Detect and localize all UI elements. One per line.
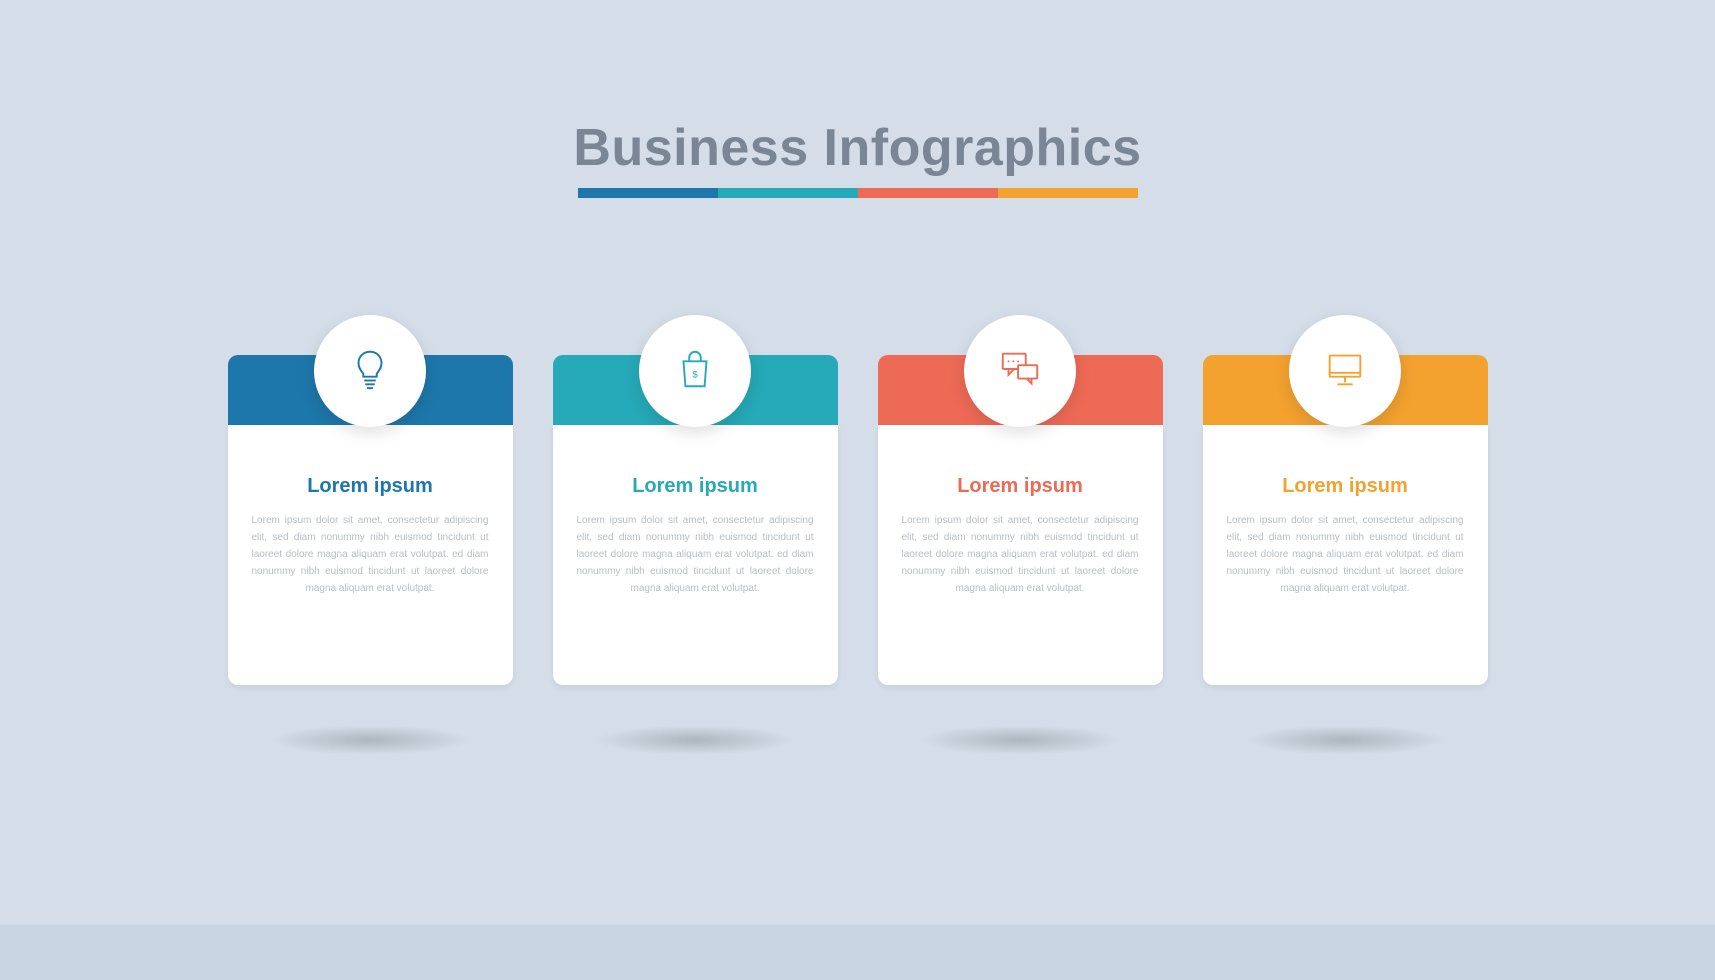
card-1-shadow	[270, 725, 470, 755]
underline-seg-1	[578, 188, 718, 198]
monitor-icon	[1322, 346, 1368, 397]
card-3-body: Lorem ipsum Lorem ipsum dolor sit amet, …	[878, 425, 1163, 685]
card-4-desc: Lorem ipsum dolor sit amet, consectetur …	[1227, 512, 1464, 597]
card-2-title: Lorem ipsum	[577, 475, 814, 498]
title-underline	[578, 188, 1138, 198]
shopping-bag-icon: $	[672, 346, 718, 397]
card-3: Lorem ipsum Lorem ipsum dolor sit amet, …	[878, 355, 1163, 685]
page-title: Business Infographics	[0, 118, 1715, 178]
card-2: $ Lorem ipsum Lorem ipsum dolor sit amet…	[553, 355, 838, 685]
card-4-body: Lorem ipsum Lorem ipsum dolor sit amet, …	[1203, 425, 1488, 685]
card-4: Lorem ipsum Lorem ipsum dolor sit amet, …	[1203, 355, 1488, 685]
footer-strip	[0, 925, 1715, 980]
underline-seg-3	[858, 188, 998, 198]
card-2-shadow	[595, 725, 795, 755]
card-1-icon-circle	[314, 315, 426, 427]
card-4-shadow	[1245, 725, 1445, 755]
card-1: Lorem ipsum Lorem ipsum dolor sit amet, …	[228, 355, 513, 685]
card-1-title: Lorem ipsum	[252, 475, 489, 498]
title-block: Business Infographics	[0, 118, 1715, 198]
underline-seg-2	[718, 188, 858, 198]
lightbulb-icon	[347, 346, 393, 397]
card-3-desc: Lorem ipsum dolor sit amet, consectetur …	[902, 512, 1139, 597]
card-1-desc: Lorem ipsum dolor sit amet, consectetur …	[252, 512, 489, 597]
svg-text:$: $	[692, 369, 698, 380]
card-4-icon-circle	[1289, 315, 1401, 427]
card-2-body: Lorem ipsum Lorem ipsum dolor sit amet, …	[553, 425, 838, 685]
card-3-icon-circle	[964, 315, 1076, 427]
card-3-shadow	[920, 725, 1120, 755]
card-4-title: Lorem ipsum	[1227, 475, 1464, 498]
card-1-body: Lorem ipsum Lorem ipsum dolor sit amet, …	[228, 425, 513, 685]
card-3-title: Lorem ipsum	[902, 475, 1139, 498]
chat-icon	[997, 346, 1043, 397]
cards-row: Lorem ipsum Lorem ipsum dolor sit amet, …	[0, 355, 1715, 685]
card-2-desc: Lorem ipsum dolor sit amet, consectetur …	[577, 512, 814, 597]
card-2-icon-circle: $	[639, 315, 751, 427]
underline-seg-4	[998, 188, 1138, 198]
